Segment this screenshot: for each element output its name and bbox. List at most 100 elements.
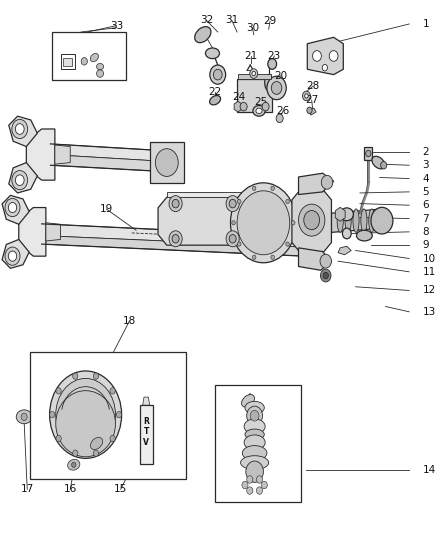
Text: 9: 9 [421,240,428,250]
Polygon shape [42,236,320,257]
Circle shape [93,373,98,379]
Ellipse shape [368,209,374,232]
Circle shape [110,387,115,394]
Ellipse shape [16,410,32,424]
Bar [30,352,185,479]
Circle shape [266,76,286,100]
Text: 22: 22 [208,87,221,96]
Text: 28: 28 [305,82,318,91]
Polygon shape [55,145,70,164]
Circle shape [298,204,324,236]
Polygon shape [307,108,315,115]
Circle shape [116,411,121,418]
Text: 29: 29 [263,17,276,26]
Ellipse shape [244,419,265,434]
Circle shape [303,211,319,230]
Ellipse shape [240,456,268,470]
Circle shape [237,191,289,255]
Circle shape [5,198,20,217]
Text: 32: 32 [199,15,212,25]
Circle shape [226,231,239,247]
Text: 6: 6 [421,200,428,210]
Ellipse shape [356,230,371,241]
Polygon shape [307,37,343,75]
Bar [150,142,183,183]
Circle shape [380,161,386,169]
Circle shape [261,481,267,489]
Ellipse shape [252,106,265,116]
Text: 21: 21 [244,51,257,61]
Circle shape [226,196,239,212]
Ellipse shape [205,48,219,59]
Polygon shape [158,197,254,245]
Circle shape [12,171,28,190]
Polygon shape [9,163,37,193]
Text: 13: 13 [421,307,434,317]
Circle shape [71,462,76,467]
Text: 12: 12 [421,286,434,295]
Circle shape [270,186,274,190]
Circle shape [73,450,78,456]
Bar [238,74,270,79]
Circle shape [172,235,179,243]
Text: 10: 10 [421,254,434,263]
Circle shape [93,450,98,456]
Circle shape [8,251,17,261]
Circle shape [256,487,262,494]
Bar [215,385,300,502]
Circle shape [237,199,240,204]
Text: 23: 23 [267,51,280,61]
Circle shape [245,461,263,482]
Circle shape [267,59,276,69]
Polygon shape [2,239,29,268]
Polygon shape [291,189,331,253]
Ellipse shape [244,429,264,440]
Bar [139,405,152,464]
Circle shape [321,175,332,189]
Ellipse shape [371,156,384,169]
Ellipse shape [56,391,115,457]
Bar [364,147,371,160]
Polygon shape [298,248,331,270]
Circle shape [241,481,247,489]
Circle shape [365,150,370,157]
Circle shape [285,199,289,204]
Circle shape [81,58,87,65]
Circle shape [231,221,235,225]
Circle shape [322,272,328,279]
Circle shape [229,199,236,208]
Circle shape [172,199,179,208]
Polygon shape [298,173,333,195]
Text: 2: 2 [421,147,428,157]
Circle shape [306,107,311,114]
Circle shape [319,254,331,268]
Circle shape [271,82,281,94]
Text: 11: 11 [421,267,434,277]
Bar [60,54,74,69]
Circle shape [169,196,182,212]
Circle shape [302,91,310,101]
Ellipse shape [264,75,272,91]
Ellipse shape [194,27,210,43]
Circle shape [56,387,61,394]
Polygon shape [337,246,350,255]
Text: 17: 17 [21,484,34,494]
Circle shape [246,476,252,483]
Circle shape [246,406,262,425]
Polygon shape [9,116,37,147]
Ellipse shape [67,459,80,470]
Bar [63,58,72,66]
Polygon shape [19,207,46,256]
Text: 1: 1 [421,19,428,29]
Circle shape [12,119,28,139]
Circle shape [56,435,61,442]
Text: 25: 25 [254,98,267,107]
Polygon shape [50,155,184,173]
Polygon shape [46,223,60,241]
Text: 4: 4 [421,174,428,183]
Text: 16: 16 [64,484,77,494]
Circle shape [237,242,240,246]
Circle shape [213,69,222,80]
Ellipse shape [90,438,102,449]
Polygon shape [142,397,149,405]
